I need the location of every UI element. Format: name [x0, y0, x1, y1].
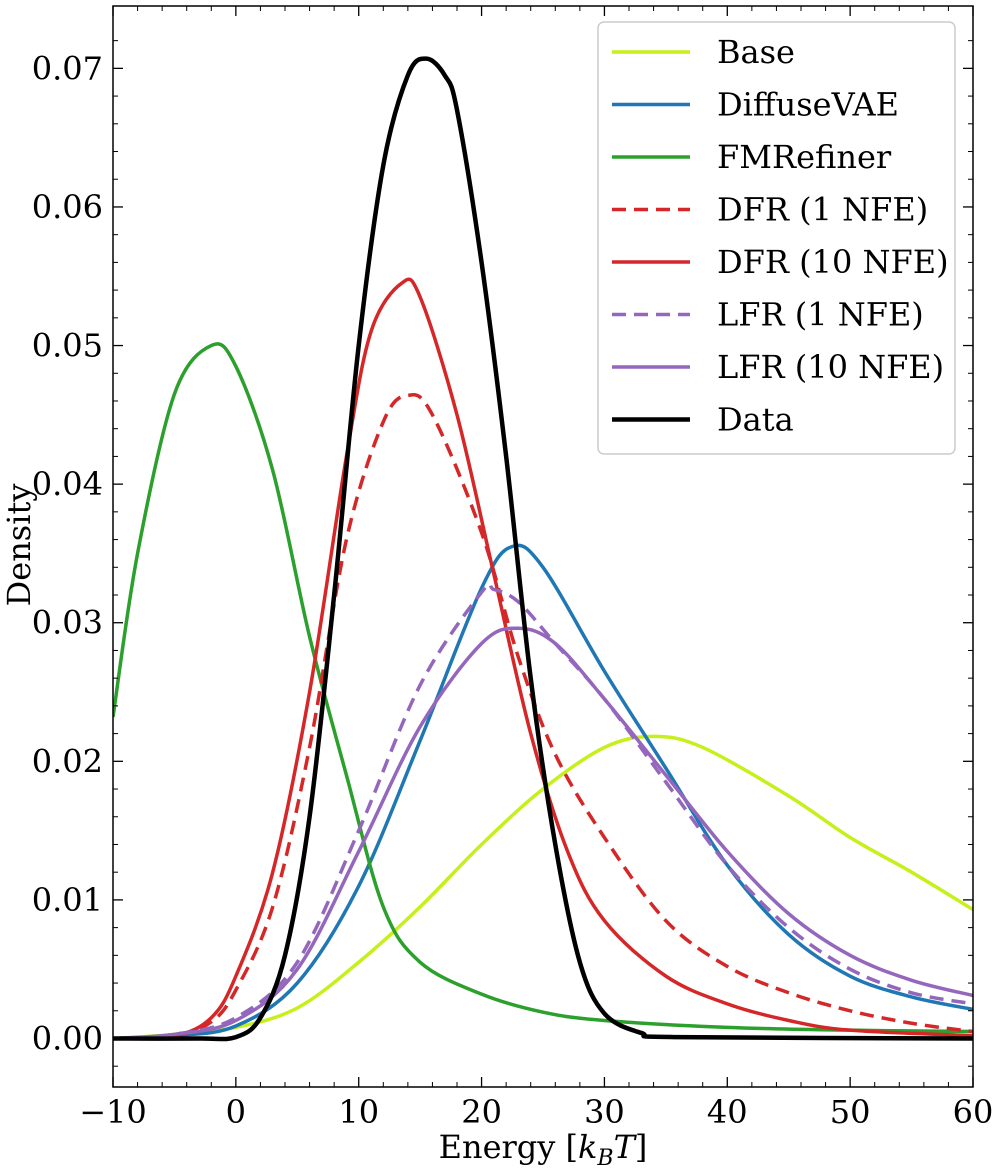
x-axis-label: Energy [kBT]: [439, 1128, 648, 1170]
legend-label: DiffuseVAE: [717, 86, 899, 124]
x-tick-label: 60: [953, 1093, 994, 1131]
legend-label: FMRefiner: [717, 138, 892, 176]
x-tick-label: 30: [584, 1093, 625, 1131]
x-tick-label: 10: [338, 1093, 379, 1131]
series-line-base: [113, 734, 973, 1041]
x-tick-label: −10: [79, 1093, 147, 1131]
y-tick-label: 0.00: [32, 1019, 103, 1057]
legend-label: Data: [717, 401, 794, 439]
y-tick-label: 0.01: [32, 881, 103, 919]
y-tick-label: 0.03: [32, 604, 103, 642]
x-tick-label: 20: [461, 1093, 502, 1131]
ticks-layer: −10 0 10 20 30 40 50 60 0.00 0.01 0.02 0.03 0.04 0.05…: [32, 6, 994, 1131]
y-tick-label: 0.06: [32, 188, 103, 226]
legend-box: [597, 21, 956, 455]
legend: Base DiffuseVAE FMRefiner DFR (1 NFE) DFR (1…: [597, 21, 956, 455]
series-line-diffusevae: [113, 543, 973, 1041]
curves-layer: [113, 56, 973, 1042]
legend-label: LFR (1 NFE): [717, 296, 924, 334]
legend-label: LFR (10 NFE): [717, 348, 944, 386]
y-axis-label: Density: [0, 484, 38, 607]
series-line-fmrefiner: [113, 342, 973, 1034]
plot-frame: [112, 5, 974, 1088]
legend-label: DFR (1 NFE): [717, 191, 928, 229]
y-tick-label: 0.02: [32, 742, 103, 780]
series-line-dfr-10-nfe: [113, 277, 973, 1041]
x-tick-label: 0: [226, 1093, 246, 1131]
legend-label: Base: [717, 33, 795, 71]
y-tick-label: 0.05: [32, 327, 103, 365]
x-tick-label: 50: [830, 1093, 871, 1131]
series-line-dfr-1-nfe: [113, 393, 973, 1041]
y-tick-label: 0.04: [32, 465, 103, 503]
series-line-data: [113, 56, 973, 1042]
y-tick-label: 0.07: [32, 49, 103, 87]
legend-label: DFR (10 NFE): [717, 243, 949, 281]
x-tick-label: 40: [707, 1093, 748, 1131]
series-line-lfr-1-nfe: [113, 582, 973, 1041]
